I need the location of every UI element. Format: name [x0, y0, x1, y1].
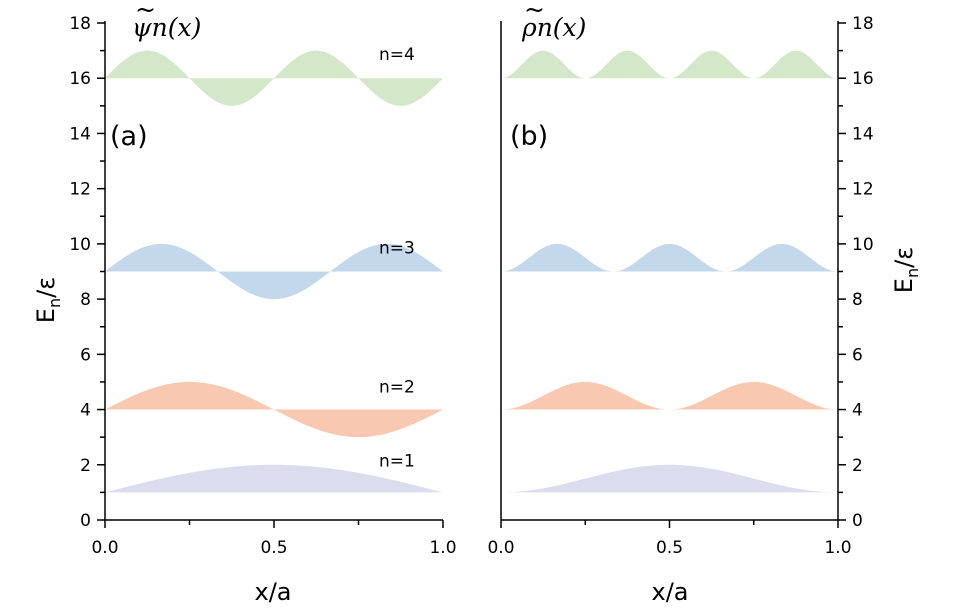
x-tick-label: 1.0	[824, 538, 851, 558]
level-area-n1	[501, 464, 838, 493]
panel-b-areas	[501, 50, 838, 493]
x-tick-label: 1.0	[429, 538, 456, 558]
x-tick-label: 0.5	[260, 538, 287, 558]
panel-a-ylabel-rest: /ε	[32, 277, 60, 298]
y-tick-label: 14	[69, 124, 91, 144]
y-tick-label: 18	[69, 14, 91, 34]
panel-a-level-labels: n=1 n=2 n=3 n=4	[379, 45, 415, 471]
panel-a-title: ψn(x)	[132, 13, 201, 42]
y-tick-label: 2	[80, 456, 91, 476]
level-area-n4	[105, 50, 443, 106]
x-tick-label: 0.5	[656, 538, 683, 558]
panel-a-ylabel-sub: n	[45, 298, 64, 308]
y-tick-label: 16	[852, 69, 874, 89]
panel-b-ylabel: En/ε	[890, 247, 922, 293]
level-area-n3	[105, 243, 443, 300]
panel-b-title-suffix: n(x)	[537, 13, 587, 42]
level-area-n1	[105, 464, 443, 493]
panel-b-xlabel: x/a	[652, 578, 689, 606]
y-tick-label: 2	[852, 456, 863, 476]
panel-a: 0.0 0.5 1.0 0 2 4 6 8 10 12 14 16 18 n=1 n=2 n=3 n=4 (a…	[32, 0, 457, 606]
panel-a-areas	[105, 50, 443, 493]
panel-b-label: (b)	[510, 121, 548, 152]
y-tick-label: 10	[69, 235, 91, 255]
level-area-n2	[501, 381, 838, 410]
panel-a-ticks: 0.0 0.5 1.0 0 2 4 6 8 10 12 14 16 18	[69, 14, 456, 558]
y-tick-label: 4	[80, 401, 91, 421]
panel-b-ticks: 0.0 0.5 1.00 2 4 6 8 10 12 14 16 18	[487, 14, 873, 558]
panel-a-xlabel: x/a	[255, 578, 292, 606]
x-tick-label: 0.0	[91, 538, 118, 558]
level-area-n3	[501, 243, 838, 272]
y-tick-label: 12	[69, 180, 91, 200]
level-label-n3: n=3	[379, 239, 415, 259]
y-tick-label: 0	[852, 511, 863, 531]
panel-a-title-suffix: n(x)	[152, 13, 202, 42]
level-label-n4: n=4	[379, 45, 415, 65]
y-tick-label: 12	[852, 180, 874, 200]
y-tick-label: 0	[80, 511, 91, 531]
level-area-n2	[105, 381, 443, 438]
panel-b-title-tilde: ~	[524, 0, 545, 24]
panel-b-title-glyph: ρ	[521, 13, 537, 42]
panel-a-label: (a)	[110, 121, 148, 152]
panel-a-title-glyph: ψ	[132, 13, 152, 42]
panel-b-ylabel-main: E	[890, 278, 918, 293]
panel-a-ylabel: En/ε	[32, 277, 64, 323]
y-tick-label: 18	[852, 14, 874, 34]
level-label-n1: n=1	[379, 451, 415, 471]
y-tick-label: 8	[852, 290, 863, 310]
y-tick-label: 6	[80, 345, 91, 365]
level-label-n2: n=2	[379, 378, 415, 398]
y-tick-label: 4	[852, 401, 863, 421]
y-tick-label: 16	[69, 69, 91, 89]
panel-a-title-tilde: ~	[135, 0, 156, 24]
y-tick-label: 6	[852, 345, 863, 365]
panel-b-ylabel-rest: /ε	[890, 247, 918, 268]
y-tick-label: 14	[852, 124, 874, 144]
x-tick-label: 0.0	[487, 538, 514, 558]
y-tick-label: 10	[852, 235, 874, 255]
panel-b-title: ρn(x)	[521, 13, 586, 42]
panel-a-ylabel-main: E	[32, 308, 60, 323]
level-area-n4	[501, 50, 838, 79]
panel-b-ylabel-sub: n	[903, 268, 922, 278]
y-tick-label: 8	[80, 290, 91, 310]
panel-b: 0.0 0.5 1.00 2 4 6 8 10 12 14 16 18 (b) ρn(x) ~ x/a…	[487, 0, 922, 606]
